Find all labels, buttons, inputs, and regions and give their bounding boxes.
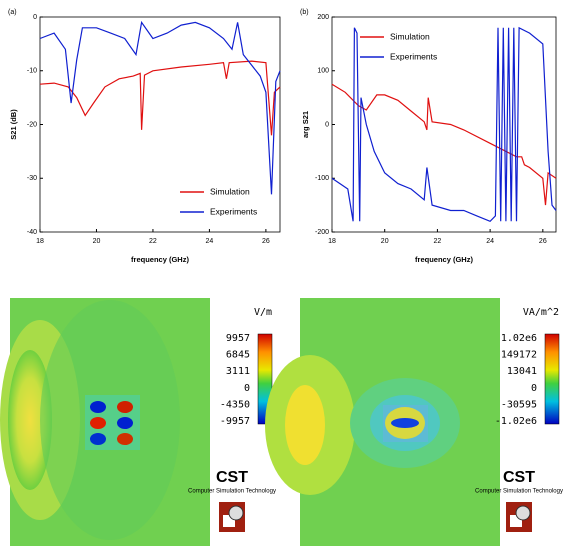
unit-label: VA/m^2 xyxy=(523,307,559,318)
unit-label: V/m xyxy=(254,307,272,318)
colorbar-label: 0 xyxy=(244,383,250,394)
colorbar-label: -1.02e6 xyxy=(495,416,537,427)
series-line xyxy=(39,60,281,136)
series-line xyxy=(331,26,557,223)
logo-icon xyxy=(219,502,245,532)
x-axis-label: frequency (GHz) xyxy=(415,255,473,264)
colorbar-label: 1.02e6 xyxy=(501,333,537,344)
x-axis-label: frequency (GHz) xyxy=(131,255,189,264)
field-map-e xyxy=(0,298,273,546)
colorbar-label: 149172 xyxy=(501,350,537,361)
x-tick-label: 24 xyxy=(206,238,214,245)
logo-text: CST xyxy=(216,469,248,486)
y-axis-label: S21 (dB) xyxy=(9,109,18,140)
y-tick-label: 0 xyxy=(33,14,37,21)
colorbar-label: 3111 xyxy=(226,366,250,377)
y-axis-label: arg S21 xyxy=(301,111,310,138)
panel-label: (b) xyxy=(300,9,309,16)
x-tick-label: 26 xyxy=(262,238,270,245)
colorbar-label: 6845 xyxy=(226,350,250,361)
y-tick-label: 200 xyxy=(317,14,329,21)
legend-label: Simulation xyxy=(210,186,250,196)
y-tick-label: -20 xyxy=(27,121,37,128)
y-tick-label: -10 xyxy=(27,68,37,75)
y-tick-label: 0 xyxy=(325,121,329,128)
x-tick-label: 18 xyxy=(328,238,336,245)
x-tick-label: 22 xyxy=(149,238,157,245)
series-line xyxy=(39,20,281,195)
logo-subtext: Computer Simulation Technology xyxy=(475,489,563,495)
y-tick-label: -40 xyxy=(27,229,37,236)
field-map-s xyxy=(265,298,560,546)
y-tick-label: 100 xyxy=(317,68,329,75)
y-tick-label: -30 xyxy=(27,175,37,182)
x-tick-label: 20 xyxy=(93,238,101,245)
y-tick-label: -200 xyxy=(315,229,329,236)
logo-icon xyxy=(506,502,532,532)
plot-frame xyxy=(331,16,557,233)
x-tick-label: 24 xyxy=(486,238,494,245)
y-tick-label: -100 xyxy=(315,175,329,182)
legend-label: Simulation xyxy=(390,31,430,41)
colorbar-label: 0 xyxy=(531,383,537,394)
colorbar-label: -30595 xyxy=(501,399,537,410)
colorbar-label: -9957 xyxy=(220,416,250,427)
colorbar-label: 9957 xyxy=(226,333,250,344)
x-tick-label: 26 xyxy=(539,238,547,245)
x-tick-label: 22 xyxy=(434,238,442,245)
colorbar-label: -4350 xyxy=(220,399,250,410)
plot-frame xyxy=(39,16,281,233)
x-tick-label: 18 xyxy=(36,238,44,245)
legend-label: Experiments xyxy=(390,51,437,61)
legend-label: Experiments xyxy=(210,206,257,216)
panel-label: (a) xyxy=(8,9,17,16)
logo-subtext: Computer Simulation Technology xyxy=(188,489,276,495)
x-tick-label: 20 xyxy=(381,238,389,245)
logo-text: CST xyxy=(503,469,535,486)
series-line xyxy=(331,83,557,206)
colorbar-label: 13041 xyxy=(507,366,537,377)
